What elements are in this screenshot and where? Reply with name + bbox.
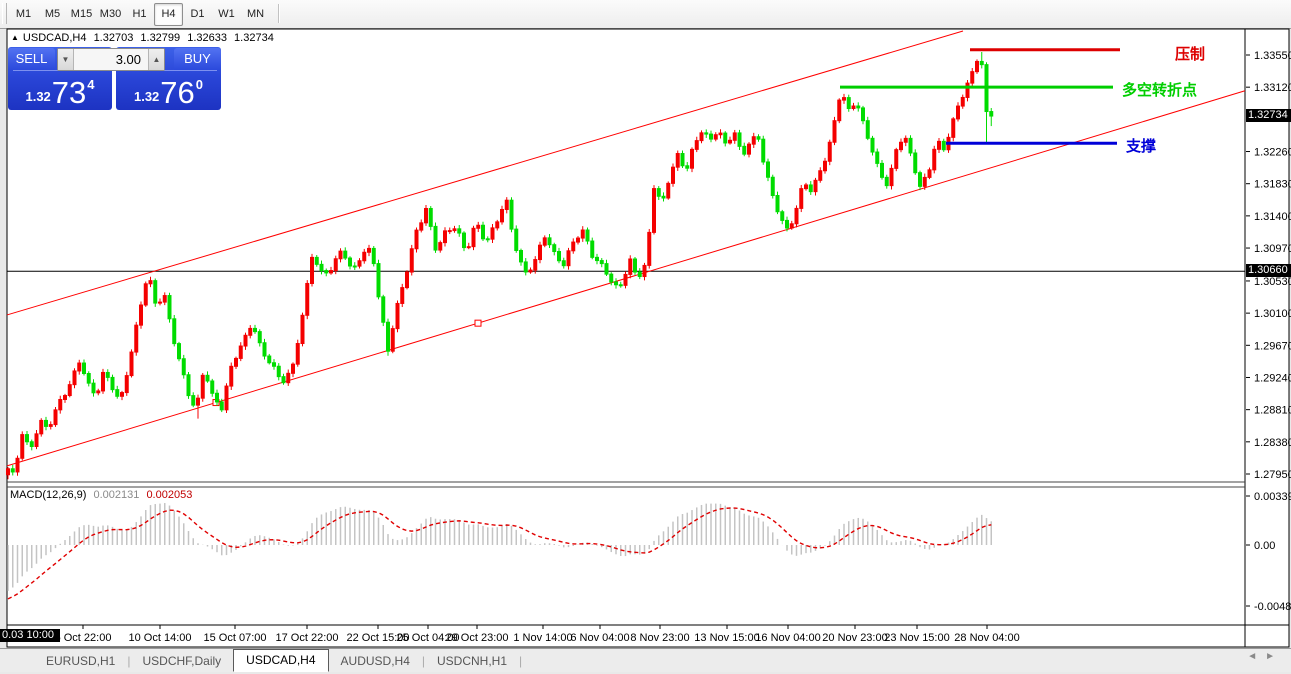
hline-price-badge: 1.30660 (1246, 264, 1291, 277)
tab-separator: | (519, 653, 523, 668)
macd-signal-value: 0.002053 (146, 489, 193, 501)
svg-text:1.33550: 1.33550 (1254, 50, 1291, 62)
timeframe-buttons: M1 M5 M15 M30 H1 H4 D1 W1 MN (9, 3, 280, 26)
toolbar-separator (278, 4, 280, 23)
price-axis: 1.33550 1.33120 1.32260 1.31830 1.31400 1.309… (1246, 50, 1291, 481)
svg-text:13 Nov 15:00: 13 Nov 15:00 (694, 632, 759, 644)
toolbar-grip-handle[interactable] (2, 3, 7, 24)
svg-text:1.30100: 1.30100 (1254, 308, 1291, 320)
svg-text:1.32260: 1.32260 (1254, 147, 1291, 159)
svg-text:17 Oct 22:00: 17 Oct 22:00 (276, 632, 339, 644)
volume-increase-icon[interactable]: ▲ (148, 49, 164, 70)
svg-text:20 Nov 23:00: 20 Nov 23:00 (822, 632, 887, 644)
volume-decrease-icon[interactable]: ▼ (58, 49, 74, 70)
macd-main-value: 0.002131 (93, 489, 140, 501)
svg-text:1.29240: 1.29240 (1254, 372, 1291, 384)
svg-text:1.31830: 1.31830 (1254, 179, 1291, 191)
volume-control: ▼ 3.00 ▲ (57, 48, 165, 71)
svg-text:1 Nov 14:00: 1 Nov 14:00 (513, 632, 572, 644)
svg-text:1.27950: 1.27950 (1254, 469, 1291, 481)
svg-text:1.31400: 1.31400 (1254, 211, 1291, 223)
timeframe-button-h1[interactable]: H1 (132, 8, 147, 20)
svg-text:1.28810: 1.28810 (1254, 405, 1291, 417)
svg-text:8 Nov 23:00: 8 Nov 23:00 (630, 632, 689, 644)
svg-text:29 Oct 23:00: 29 Oct 23:00 (446, 632, 509, 644)
buy-price-point: 0 (195, 77, 204, 92)
tab-usdchf-daily[interactable]: USDCHF,Daily (142, 653, 222, 668)
svg-text:23 Nov 15:00: 23 Nov 15:00 (884, 632, 949, 644)
support-label: 支撑 (1126, 138, 1157, 155)
sell-price-pips: 73 (51, 75, 87, 110)
timeframe-button-mn[interactable]: MN (246, 8, 265, 20)
sell-price-base: 1.32 (25, 89, 51, 104)
svg-text:5 Oct 22:00: 5 Oct 22:00 (55, 632, 112, 644)
buy-price-base: 1.32 (133, 89, 160, 104)
svg-text:1.28380: 1.28380 (1254, 437, 1291, 449)
tab-scroll-arrows: ◄► (1247, 651, 1283, 662)
sell-price-point: 4 (87, 77, 95, 92)
svg-text:28 Nov 04:00: 28 Nov 04:00 (954, 632, 1019, 644)
svg-text:0.00: 0.00 (1254, 540, 1275, 552)
resistance-label: 压制 (1175, 46, 1206, 63)
chart-title: ▲ USDCAD,H4 1.32703 1.32799 1.32633 1.327… (11, 32, 278, 44)
tab-usdcad-h4[interactable]: USDCAD,H4 (233, 649, 329, 672)
chart-frame (6, 28, 1290, 648)
macd-signal-line (7, 507, 992, 600)
timeframe-toolbar: M1 M5 M15 M30 H1 H4 D1 W1 MN (0, 0, 1291, 29)
tab-separator: | (421, 653, 426, 668)
buy-price-pips: 76 (160, 75, 195, 110)
buy-price[interactable]: 1.32 76 0 (116, 74, 221, 108)
buy-button[interactable]: BUY (174, 48, 221, 70)
buy-divider (120, 70, 217, 71)
ohlc-open: 1.32703 (93, 32, 134, 44)
key-levels (840, 48, 1120, 145)
svg-text:1.30530: 1.30530 (1254, 276, 1291, 288)
tab-scroll-right-icon[interactable]: ► (1265, 651, 1283, 662)
chart-symbol: USDCAD,H4 (22, 32, 87, 44)
timeframe-button-m15[interactable]: M15 (70, 8, 93, 20)
svg-text:15 Oct 07:00: 15 Oct 07:00 (204, 632, 267, 644)
chart-tab-bar: EURUSD,H1 | USDCHF,Daily USDCAD,H4 AUDUS… (0, 648, 1291, 672)
pivot-label: 多空转折点 (1122, 82, 1198, 99)
tab-usdcnh-h1[interactable]: USDCNH,H1 (437, 653, 508, 668)
svg-text:22 Oct 15:00: 22 Oct 15:00 (347, 632, 410, 644)
svg-text:6 Nov 04:00: 6 Nov 04:00 (570, 632, 629, 644)
timeframe-button-d1[interactable]: D1 (190, 8, 205, 20)
svg-text:1.33120: 1.33120 (1254, 82, 1291, 94)
svg-text:25 Oct 04:00: 25 Oct 04:00 (397, 632, 460, 644)
timeframe-button-h4[interactable]: H4 (154, 3, 183, 26)
sell-price[interactable]: 1.32 73 4 (8, 74, 112, 108)
svg-text:1.29670: 1.29670 (1254, 340, 1291, 352)
svg-text:-0.004862: -0.004862 (1254, 601, 1291, 613)
timeframe-button-m5[interactable]: M5 (44, 8, 61, 20)
tab-audusd-h4[interactable]: AUDUSD,H4 (340, 653, 410, 668)
svg-text:16 Nov 04:00: 16 Nov 04:00 (755, 632, 820, 644)
tab-separator: | (127, 653, 131, 668)
time-marker-badge: 0.03 10:00 (0, 629, 60, 642)
macd-pane: 0.003391 0.00 -0.004862 (7, 491, 1291, 613)
time-axis: 5 Oct 22:00 10 Oct 14:00 15 Oct 07:00 17 Oc… (55, 625, 1020, 644)
current-price-badge: 1.32734 (1246, 109, 1291, 122)
svg-text:0.003391: 0.003391 (1254, 491, 1291, 503)
volume-input[interactable]: 3.00 (115, 52, 141, 67)
svg-text:1.30970: 1.30970 (1254, 243, 1291, 255)
ohlc-high: 1.32799 (140, 32, 181, 44)
svg-text:10 Oct 14:00: 10 Oct 14:00 (129, 632, 192, 644)
channel-handle (474, 319, 482, 327)
tab-eurusd-h1[interactable]: EURUSD,H1 (46, 653, 116, 668)
timeframe-button-w1[interactable]: W1 (218, 8, 235, 20)
ohlc-low: 1.32633 (187, 32, 227, 44)
ohlc-close: 1.32734 (234, 32, 274, 44)
macd-name: MACD(12,26,9) (10, 489, 87, 501)
chart-marker-icon: ▲ (11, 33, 19, 42)
tab-scroll-left-icon[interactable]: ◄ (1247, 651, 1266, 662)
sell-button[interactable]: SELL (8, 48, 55, 70)
macd-indicator-label: MACD(12,26,9) 0.002131 0.002053 (10, 489, 192, 501)
timeframe-button-m30[interactable]: M30 (99, 8, 122, 20)
timeframe-button-m1[interactable]: M1 (15, 8, 32, 20)
